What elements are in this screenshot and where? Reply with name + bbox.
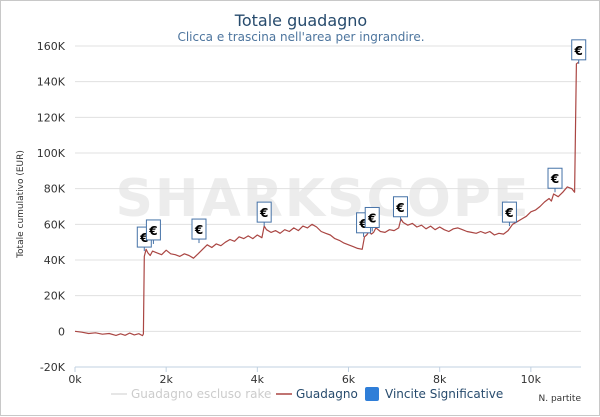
legend-label-guadagno-escluso-rake[interactable]: Guadagno escluso rake [131,387,271,401]
flag-marker-vincite-significative[interactable]: € [145,219,161,244]
x-tick-label: 0k [68,373,82,386]
legend[interactable]: Guadagno escluso rake Guadagno Vincite S… [111,387,503,401]
grid-layer [75,45,581,368]
flag-box [145,219,161,241]
flag-box [364,206,380,228]
legend-item-guadagno-escluso-rake[interactable]: Guadagno escluso rake [111,387,271,401]
flag-box [392,196,408,218]
y-tick-label: 60K [44,218,66,231]
y-tick-label: 0 [58,325,65,338]
x-tick-label: 10k [521,373,542,386]
flag-box [547,167,563,189]
flag-box [256,201,272,223]
flag-box [191,218,207,240]
series-line-guadagno[interactable] [74,61,580,337]
y-tick-label: 20K [44,290,66,303]
chart-subtitle: Clicca e trascina nell'area per ingrandi… [177,30,424,44]
x-tick-label: 2k [159,373,173,386]
x-tick-label: 8k [433,373,447,386]
flag-euro-label: € [259,206,268,220]
axis-layer: -20K 0 20K 40K 60K 80K 100K 120K 140K 160K 0k 2k 4k 6… [37,40,581,386]
x-tick-label: 4k [251,373,265,386]
plot-layer[interactable] [74,61,580,337]
flag-euro-label: € [574,44,583,58]
y-tick-label: 100K [37,147,66,160]
flag-marker-vincite-significative[interactable]: € [547,167,563,193]
y-tick-label: -20K [40,361,66,374]
legend-label-guadagno[interactable]: Guadagno [296,387,358,401]
flag-marker-vincite-significative[interactable]: € [256,201,272,227]
y-tick-label: 80K [44,183,66,196]
flag-euro-label: € [139,231,148,245]
flag-euro-label: € [148,224,157,238]
flag-euro-label: € [550,172,559,186]
y-tick-label: 120K [37,111,66,124]
flag-marker-vincite-significative[interactable]: € [392,196,408,221]
legend-label-vincite-significative[interactable]: Vincite Significative [385,387,503,401]
flag-euro-label: € [367,211,376,225]
watermark-text: SHARKSCOPE [115,169,530,229]
x-tick-label: 6k [342,373,356,386]
y-axis-title: Totale cumulativo (EUR) [16,150,26,259]
x-axis-title: N. partite [539,394,582,404]
legend-item-vincite-significative[interactable]: Vincite Significative [365,387,503,401]
flag-marker-vincite-significative[interactable]: € [191,218,207,244]
flag-euro-label: € [358,217,367,231]
chart-title: Totale guadagno [234,11,367,30]
flag-marker-vincite-significative[interactable]: € [501,201,517,227]
flag-euro-label: € [395,201,404,215]
flag-euro-label: € [194,223,203,237]
flag-layer[interactable]: €€ €€€ €€ €€€ [136,39,587,252]
flag-box [571,39,587,61]
flag-euro-label: € [504,206,513,220]
legend-swatch-vincite-significative [365,387,379,401]
y-tick-label: 40K [44,254,66,267]
flag-marker-vincite-significative[interactable]: € [364,206,380,232]
y-tick-label: 140K [37,76,66,89]
flag-box [501,201,517,223]
legend-item-guadagno[interactable]: Guadagno [276,387,358,401]
y-tick-label: 160K [37,40,66,53]
flag-marker-vincite-significative[interactable]: € [571,39,587,64]
